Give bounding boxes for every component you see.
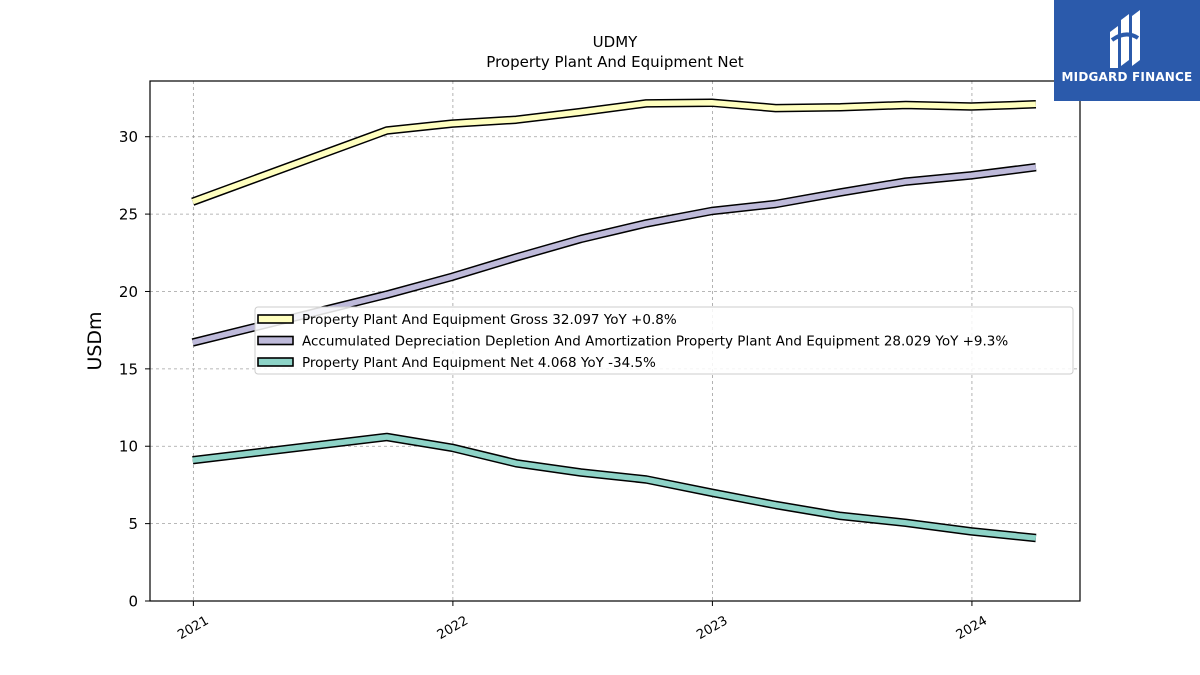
chart-title: UDMY xyxy=(593,33,638,51)
y-axis-label: USDm xyxy=(84,311,106,370)
legend-swatch xyxy=(257,357,294,367)
midgard-finance-logo: MIDGARD FINANCE xyxy=(1054,0,1200,101)
series-lines xyxy=(191,98,1037,543)
y-tick-label: 10 xyxy=(119,438,138,456)
legend-swatch xyxy=(257,314,294,324)
y-tick-label: 30 xyxy=(119,128,138,146)
legend-entry: Property Plant And Equipment Net 4.068 Y… xyxy=(302,355,656,371)
chart-subtitle: Property Plant And Equipment Net xyxy=(486,53,743,71)
plot-frame xyxy=(149,80,1081,602)
legend-entry: Property Plant And Equipment Gross 32.09… xyxy=(302,312,677,328)
legend: Property Plant And Equipment Gross 32.09… xyxy=(254,306,1074,375)
series-line-2 xyxy=(191,162,1037,347)
y-tick-label: 20 xyxy=(119,283,138,301)
legend-entry: Accumulated Depreciation Depletion And A… xyxy=(302,334,1008,350)
x-axis: 2021 2022 2023 2024 xyxy=(175,601,990,643)
x-tick-label: 2024 xyxy=(954,613,990,643)
y-tick-label: 5 xyxy=(128,515,138,533)
y-tick-label: 0 xyxy=(128,593,138,611)
x-tick-label: 2021 xyxy=(175,613,211,643)
y-tick-label: 15 xyxy=(119,360,138,378)
y-axis: 0 5 10 15 20 25 30 xyxy=(119,128,150,611)
series-line-1 xyxy=(191,98,1037,206)
x-tick-label: 2022 xyxy=(435,613,471,643)
legend-box xyxy=(254,306,1074,375)
logo-text: MIDGARD FINANCE xyxy=(1061,70,1193,84)
x-tick-label: 2023 xyxy=(694,613,730,643)
midgard-logo-mark-icon xyxy=(1110,10,1140,68)
y-tick-label: 25 xyxy=(119,206,138,224)
legend-swatch xyxy=(257,335,294,346)
series-line-3 xyxy=(192,432,1037,543)
